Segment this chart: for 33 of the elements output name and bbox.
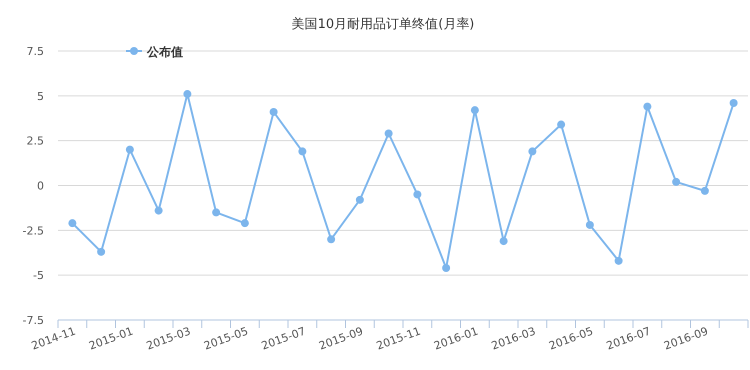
point — [240, 219, 249, 228]
point — [183, 90, 192, 98]
point — [327, 235, 336, 244]
y-tick-label: 0 — [37, 180, 44, 192]
y-tick-label: -5 — [33, 269, 44, 282]
point — [470, 106, 479, 114]
point — [126, 146, 134, 154]
y-tick-label: 5 — [37, 90, 44, 103]
point — [384, 129, 393, 138]
point — [643, 102, 652, 111]
y-tick-label: -7.5 — [22, 314, 44, 327]
point — [672, 178, 680, 186]
y-tick-label: -2.5 — [22, 224, 44, 238]
point — [212, 208, 220, 216]
point — [154, 206, 163, 215]
point — [730, 99, 738, 108]
point — [68, 219, 76, 228]
point — [356, 196, 364, 204]
point — [700, 186, 709, 195]
point — [528, 147, 536, 156]
point — [586, 220, 594, 229]
legend-label: 公布值 — [146, 45, 183, 59]
chart-title: 美国10月耐用品订单终值(月率) — [292, 16, 474, 32]
point — [500, 237, 508, 246]
point — [270, 108, 278, 116]
point — [614, 256, 623, 265]
point — [557, 120, 566, 129]
point — [442, 264, 450, 272]
y-tick-label: 7.5 — [26, 45, 44, 58]
point — [298, 147, 306, 156]
y-tick-label: 2.5 — [26, 134, 44, 148]
point — [413, 190, 422, 198]
point — [97, 248, 106, 256]
